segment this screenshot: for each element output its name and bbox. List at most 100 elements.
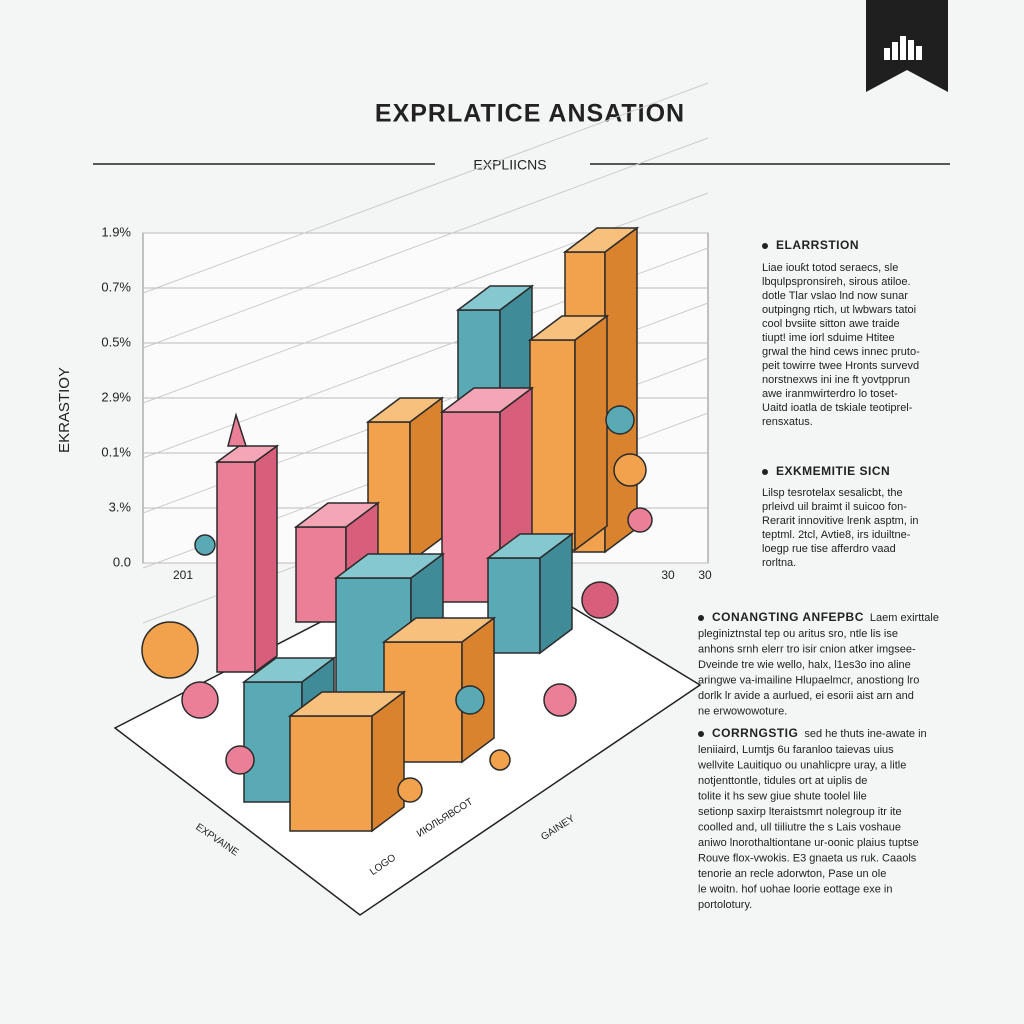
ornament xyxy=(489,749,511,771)
x-tick-label: 201 xyxy=(173,568,193,582)
x-tick-label: 30 xyxy=(698,568,712,582)
ornament xyxy=(627,507,653,533)
section-line: norstnexws ini ine ft yovtpprun xyxy=(762,374,910,386)
section-line: rorltna. xyxy=(762,557,796,569)
bar-top xyxy=(333,553,446,579)
section-line: Dveinde tre wie wello, halx, l1es3o ino … xyxy=(698,659,911,671)
ornament xyxy=(397,777,423,803)
grid-diagonal xyxy=(142,137,709,349)
bar-top xyxy=(562,227,640,253)
y-tick-label: 0.7% xyxy=(101,279,131,294)
section-line: aringwe va-imailine Hlupaelmcr, anostion… xyxy=(698,674,919,686)
section-line: prleivd uil braimt il suicoo fon- xyxy=(762,501,907,513)
bar-top xyxy=(214,445,280,463)
ornament xyxy=(141,621,199,679)
section-line: cool bvsiite sitton awe traide xyxy=(762,318,900,330)
y-tick-label: 3.% xyxy=(109,499,132,514)
section-line: peit towirre twee Hronts survevd xyxy=(762,360,919,372)
ornament xyxy=(543,683,577,717)
section-line: Lilsp tesrotelax sesalicbt, the xyxy=(762,487,903,499)
section-line: ne erwowowoture. xyxy=(698,705,787,717)
section-line: tiupt! ime iorl sduime Htitee xyxy=(762,332,895,344)
section-line: portolotury. xyxy=(698,899,752,911)
bar-side xyxy=(604,226,638,554)
bullet xyxy=(762,243,768,249)
section-line: Liae iouƙt totod seraecs, sle xyxy=(762,262,898,274)
bar-top xyxy=(485,533,575,559)
section-line: rensxatus. xyxy=(762,416,813,428)
section-line: grwal the hind cews innec pruto- xyxy=(762,346,920,358)
y-tick-label: 0.1% xyxy=(101,444,131,459)
section-line: aniwo lnorothaltiontane ur-oonic plaius … xyxy=(698,837,919,849)
section-line: sed he thuts ine-awate in xyxy=(804,728,926,740)
section-line: dorlk lr avide a aurlued, ei esorii aist… xyxy=(698,690,914,702)
section-line: lbqulpspronsireh, sirous atiloe. xyxy=(762,276,911,288)
ornament xyxy=(605,405,635,435)
bookmark-icon xyxy=(866,0,948,92)
section-line: tolite it hs sew giue shute toolel lile xyxy=(698,790,867,802)
section-line: setionp saxirp lteraistsmrt nolegroup it… xyxy=(698,806,902,818)
bar-side xyxy=(254,444,278,674)
bar-top xyxy=(293,502,381,528)
ornament xyxy=(581,581,619,619)
bar-front xyxy=(289,715,373,832)
y-axis-title: EKRASTIOY xyxy=(56,367,73,453)
ornament xyxy=(225,745,255,775)
bullet xyxy=(762,469,768,475)
section-line: Rerarit innovitive lrenk asptm, in xyxy=(762,515,919,527)
y-tick-label: 2.9% xyxy=(101,389,131,404)
y-tick-label: 0.0 xyxy=(113,554,131,569)
section-line: Uaitd ioatla de tskiale teotiprel- xyxy=(762,402,913,414)
section-line: le woitn. hof uohae loorie eottage exe i… xyxy=(698,883,892,895)
bar-side xyxy=(409,396,443,564)
x-tick-label: 30 xyxy=(661,568,675,582)
section-line: anhons srnh elerr tro isir cnion atker i… xyxy=(698,643,916,655)
section-line: dotle Tlar vslao lnd now sunar xyxy=(762,290,908,302)
section-line: loegp rue tise afferdro vaad xyxy=(762,543,896,555)
section-line: Rouve flox-vwokis. E3 gnaeta us ruk. Caa… xyxy=(698,852,917,864)
ornament xyxy=(181,681,219,719)
grid-diagonal xyxy=(142,82,709,294)
section-line: tenorie an recle adorwton, Pase un ole xyxy=(698,868,886,880)
section-line: notjenttontle, tidules ort at uiplis de xyxy=(698,775,867,787)
y-tick-label: 0.5% xyxy=(101,334,131,349)
section-line: coolled and, ull tiiliutre the s Lais vo… xyxy=(698,821,901,833)
section-line: awe iranmwirterdro lo toset- xyxy=(762,388,898,400)
ornament xyxy=(613,453,647,487)
bar-front xyxy=(487,557,541,654)
section-heading: ELARRSTION xyxy=(776,238,859,252)
bookmark-chart-icon xyxy=(884,36,922,60)
section-line: pleginiztnstal tep ou aritus sro, ntle l… xyxy=(698,628,898,640)
section-line: outpingng rtich, ut lwbwars tatoi xyxy=(762,304,916,316)
floor-label: EXPVAINE xyxy=(193,822,240,859)
bar-top xyxy=(381,617,497,643)
bar-top xyxy=(365,397,445,423)
floor-label: GAINEY xyxy=(539,813,577,843)
title: EXPRLATICE ANSATION xyxy=(375,100,685,128)
bars xyxy=(141,226,653,833)
bar-top xyxy=(439,387,535,413)
spire xyxy=(227,412,248,447)
section-heading: CORRNGSTIG xyxy=(712,726,798,740)
ornament xyxy=(194,534,216,556)
bar-top xyxy=(527,315,610,341)
bar-front xyxy=(216,461,256,673)
ornament xyxy=(455,685,485,715)
bullet xyxy=(698,615,704,621)
bar-front xyxy=(529,339,576,551)
bar-top xyxy=(455,285,535,311)
section-line: Laem exirttale xyxy=(870,612,939,624)
subtitle: EXPLIICNS xyxy=(473,157,546,173)
bar-top xyxy=(241,657,337,683)
section-line: leniiaird, Lumtjs 6u faranloo taievas ui… xyxy=(698,744,894,756)
y-tick-label: 1.9% xyxy=(101,224,131,239)
bullet xyxy=(698,731,704,737)
bar-top xyxy=(287,691,407,717)
section-line: wellvite Lauitiquo ou unahlicpre uray, a… xyxy=(697,759,906,771)
bar-side xyxy=(574,314,608,552)
section-heading: EXKMEMITIE SICN xyxy=(776,464,890,478)
section-line: teptml. 2tcl, Avtie8, irs iduiltne- xyxy=(762,529,911,541)
section-heading: CONANGTING ANFEPBC xyxy=(712,610,864,624)
